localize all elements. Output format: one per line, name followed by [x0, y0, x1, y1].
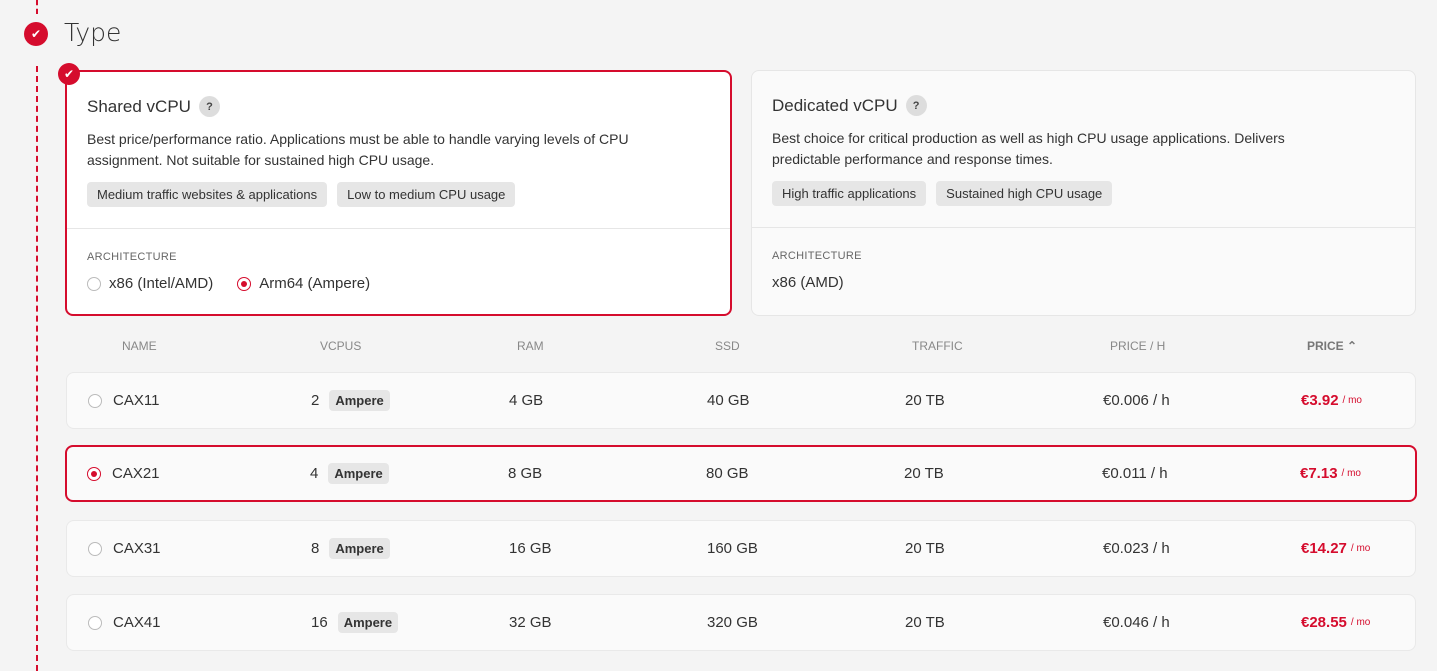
tag: High traffic applications: [772, 181, 927, 206]
vcpu-count: 16: [311, 614, 328, 631]
server-name: CAX11: [113, 392, 160, 409]
header-traffic[interactable]: TRAFFIC: [912, 339, 963, 353]
price-monthly: €3.92: [1301, 392, 1339, 409]
help-icon[interactable]: ?: [198, 96, 220, 117]
price-unit: / mo: [1350, 617, 1371, 628]
traffic: 20 TB: [905, 392, 945, 409]
cpu-badge: Ampere: [328, 463, 389, 484]
step-connector: [36, 66, 38, 671]
card-title: Dedicated vCPU?: [772, 95, 927, 116]
price-monthly: €28.55: [1301, 614, 1347, 631]
server-name: CAX31: [113, 540, 161, 557]
traffic: 20 TB: [904, 465, 944, 482]
price-hourly: €0.011 / h: [1102, 465, 1168, 482]
price-unit: / mo: [1341, 468, 1361, 479]
section-title: Type: [64, 18, 122, 47]
ssd: 160 GB: [707, 540, 758, 557]
cpu-badge: Ampere: [337, 612, 399, 633]
header-ram[interactable]: RAM: [517, 339, 544, 353]
vcpu-count: 2: [311, 392, 320, 409]
radio-button[interactable]: [87, 276, 101, 291]
divider: [67, 228, 730, 229]
cpu-badge: Ampere: [329, 538, 390, 559]
price-hourly: €0.023 / h: [1103, 540, 1170, 557]
cpu-badge: Ampere: [329, 390, 390, 411]
arch-option-arm64[interactable]: Arm64 (Ampere): [237, 275, 370, 292]
table-row[interactable]: CAX11 2 Ampere 4 GB 40 GB 20 TB €0.006 / …: [66, 372, 1416, 429]
card-description: Best choice for critical production as w…: [772, 130, 1285, 167]
ram: 4 GB: [509, 392, 544, 409]
traffic: 20 TB: [905, 540, 945, 557]
table-row[interactable]: CAX31 8 Ampere 16 GB 160 GB 20 TB €0.023 …: [66, 520, 1416, 577]
card-description: Best price/performance ratio. Applicatio…: [87, 131, 629, 168]
header-price-h[interactable]: PRICE / H: [1110, 339, 1166, 353]
ram: 16 GB: [509, 540, 552, 557]
tag: Sustained high CPU usage: [936, 181, 1113, 206]
vcpu-count: 8: [311, 540, 320, 557]
server-name: CAX41: [113, 614, 161, 631]
card-dedicated-vcpu[interactable]: Dedicated vCPU? Best choice for critical…: [751, 70, 1416, 316]
ram: 32 GB: [509, 614, 552, 631]
ram: 8 GB: [508, 465, 543, 482]
card-shared-vcpu[interactable]: ✔ Shared vCPU? Best price/performance ra…: [58, 63, 732, 316]
architecture-value: x86 (AMD): [772, 274, 844, 291]
table-row[interactable]: CAX41 16 Ampere 32 GB 320 GB 20 TB €0.046…: [66, 594, 1416, 651]
ssd: 40 GB: [707, 392, 750, 409]
tag: Medium traffic websites & applications: [87, 182, 328, 207]
ssd: 320 GB: [707, 614, 758, 631]
radio-button[interactable]: [237, 276, 252, 291]
architecture-label: ARCHITECTURE: [87, 251, 177, 263]
price-unit: / mo: [1350, 543, 1371, 554]
header-vcpus[interactable]: VCPUS: [320, 339, 362, 353]
server-name: CAX21: [112, 465, 160, 482]
chevron-up-icon: ⌃: [1347, 339, 1358, 353]
card-title: Shared vCPU?: [87, 96, 220, 117]
header-price-label: PRICE: [1307, 339, 1344, 353]
arch-option-label: Arm64 (Ampere): [259, 275, 371, 292]
arch-option-x86[interactable]: x86 (Intel/AMD): [87, 275, 213, 292]
divider: [752, 227, 1415, 228]
header-name[interactable]: NAME: [122, 339, 157, 353]
table-row[interactable]: CAX21 4 Ampere 8 GB 80 GB 20 TB €0.011 / …: [65, 445, 1417, 502]
card-title-text: Dedicated vCPU: [772, 95, 898, 115]
selected-check-icon: ✔: [58, 63, 80, 85]
price-hourly: €0.006 / h: [1103, 392, 1170, 409]
header-price[interactable]: PRICE ⌃: [1307, 339, 1357, 353]
traffic: 20 TB: [905, 614, 945, 631]
step-complete-check-icon: ✔: [24, 22, 48, 46]
header-ssd[interactable]: SSD: [715, 339, 740, 353]
radio-button[interactable]: [88, 393, 102, 408]
price-hourly: €0.046 / h: [1103, 614, 1170, 631]
architecture-label: ARCHITECTURE: [772, 250, 862, 262]
help-icon[interactable]: ?: [905, 95, 927, 116]
vcpu-count: 4: [310, 465, 319, 482]
radio-button[interactable]: [87, 466, 101, 481]
radio-button[interactable]: [88, 541, 102, 556]
price-monthly: €7.13: [1300, 465, 1338, 482]
step-connector: [36, 0, 38, 14]
price-unit: / mo: [1342, 395, 1362, 406]
radio-button[interactable]: [88, 615, 102, 630]
card-title-text: Shared vCPU: [87, 96, 191, 116]
tag: Low to medium CPU usage: [337, 182, 516, 207]
price-monthly: €14.27: [1301, 540, 1347, 557]
ssd: 80 GB: [706, 465, 749, 482]
arch-option-label: x86 (Intel/AMD): [109, 275, 214, 292]
